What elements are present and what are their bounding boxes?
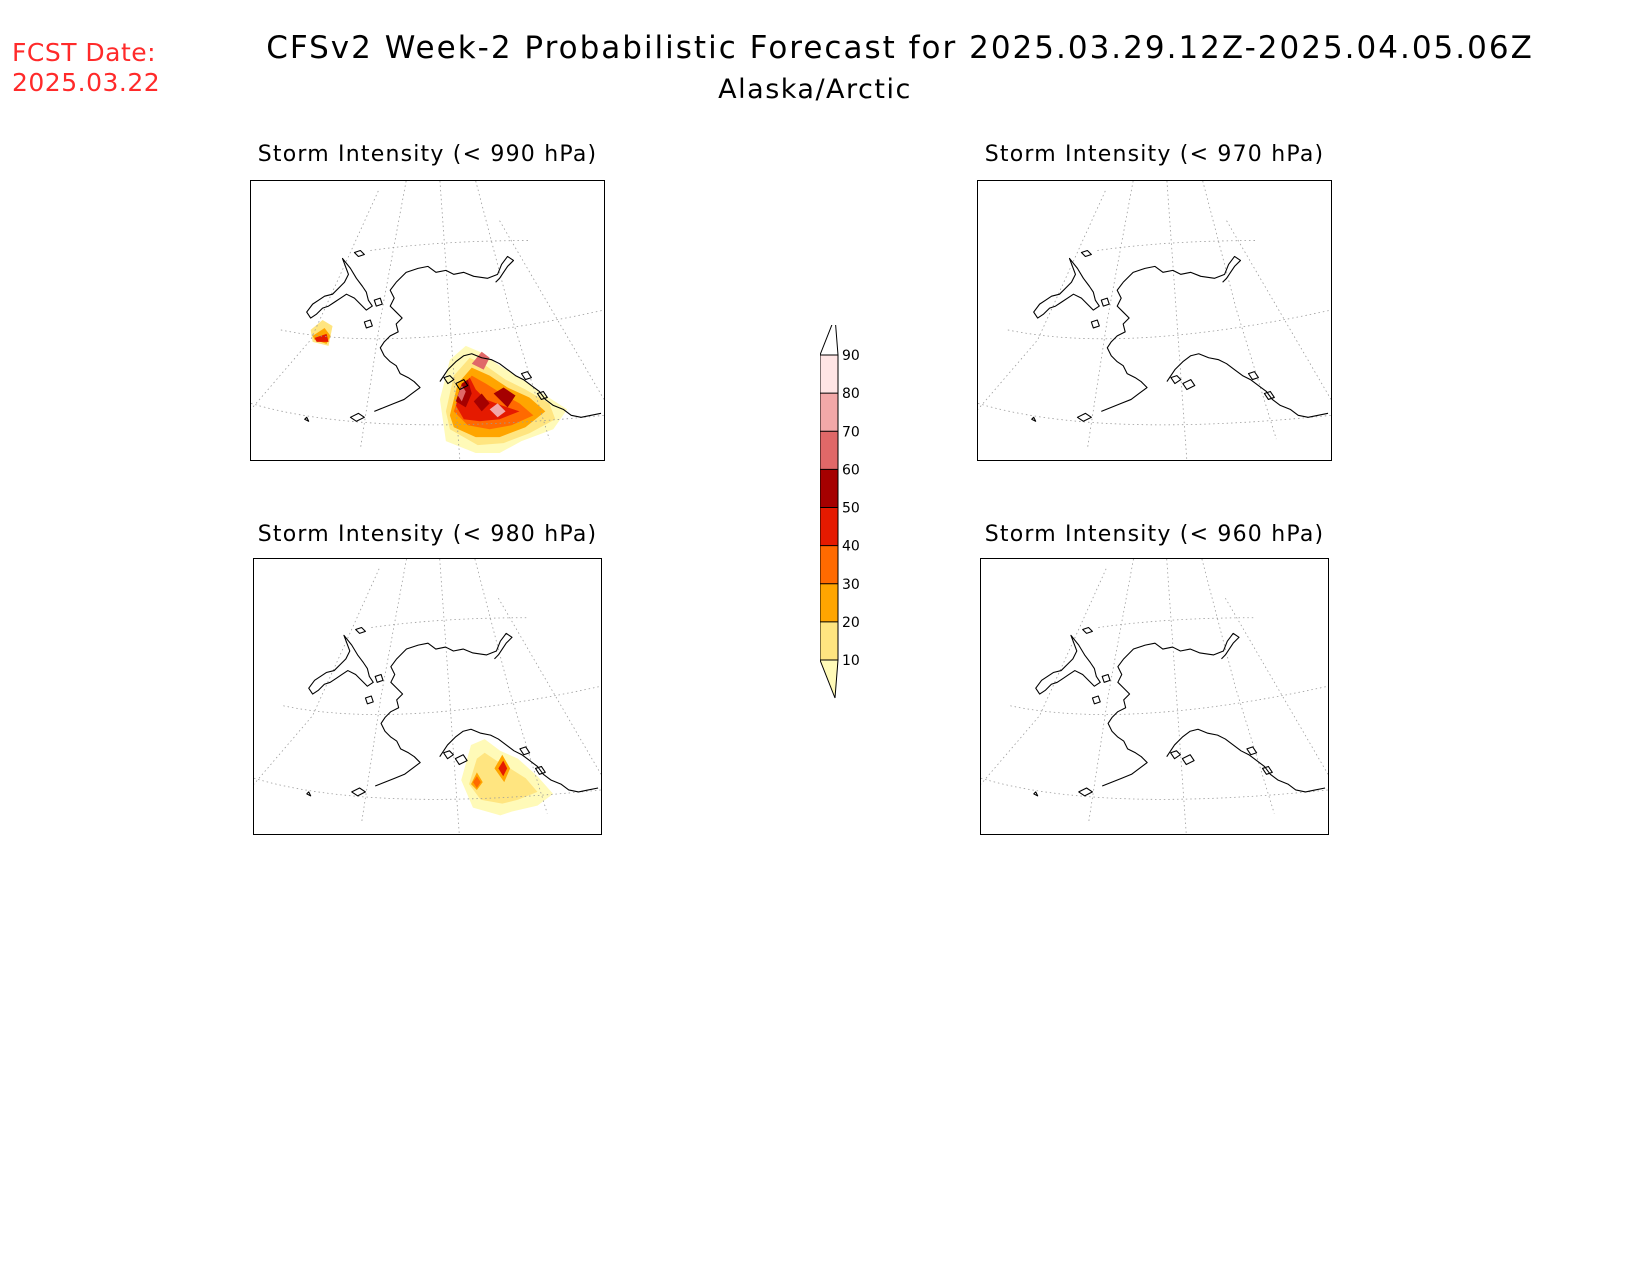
map-panel-960 — [980, 558, 1329, 835]
map-panel-990 — [250, 180, 605, 461]
map-panel-970 — [977, 180, 1332, 461]
fcst-date-value: 2025.03.22 — [12, 68, 161, 97]
colorbar-cap-low — [820, 659, 839, 699]
colorbar: 10 20 30 40 50 60 70 80 90 — [820, 325, 860, 699]
colorbar-tick-label: 70 — [842, 424, 860, 440]
colorbar-tick-label: 20 — [842, 615, 860, 631]
colorbar-segment — [820, 621, 838, 660]
coastline — [1033, 626, 1326, 797]
colorbar-tick-label: 10 — [842, 653, 860, 669]
probability-shading — [461, 739, 554, 816]
colorbar-cap-high — [820, 325, 839, 356]
map-960 — [981, 559, 1328, 834]
colorbar-tick-label: 90 — [842, 348, 860, 364]
map-gridlines — [254, 559, 601, 834]
panel-title-980: Storm Intensity (< 980 hPa) — [257, 522, 598, 547]
colorbar-segment — [820, 393, 838, 432]
page-title: CFSv2 Week-2 Probabilistic Forecast for … — [266, 30, 1534, 66]
panel-title-970: Storm Intensity (< 970 hPa) — [984, 142, 1325, 167]
colorbar-tick-label: 80 — [842, 386, 860, 402]
map-gridlines — [978, 181, 1331, 460]
colorbar-tick-label: 30 — [842, 577, 860, 593]
map-gridlines — [251, 181, 604, 460]
coastline — [306, 626, 599, 797]
page-subtitle: Alaska/Arctic — [718, 74, 912, 105]
colorbar-tick-label: 60 — [842, 462, 860, 478]
colorbar-segment — [820, 355, 838, 394]
colorbar-segment — [820, 583, 838, 622]
coastline — [304, 249, 602, 422]
panel-title-990: Storm Intensity (< 990 hPa) — [257, 142, 598, 167]
map-990 — [251, 181, 604, 460]
fcst-date-caption: FCST Date: — [12, 38, 157, 67]
colorbar-segment — [820, 507, 838, 546]
map-970 — [978, 181, 1331, 460]
colorbar-segment — [820, 545, 838, 584]
colorbar-tick-label: 50 — [842, 501, 860, 517]
colorbar-tick-label: 40 — [842, 539, 860, 555]
coastline — [1031, 249, 1329, 422]
map-980 — [254, 559, 601, 834]
colorbar-segment — [820, 469, 838, 508]
forecast-date-label: FCST Date: 2025.03.22 — [12, 38, 160, 98]
probability-shading — [310, 320, 568, 454]
map-gridlines — [981, 559, 1328, 834]
panel-title-960: Storm Intensity (< 960 hPa) — [984, 522, 1325, 547]
colorbar-segment — [820, 431, 838, 470]
map-panel-980 — [253, 558, 602, 835]
